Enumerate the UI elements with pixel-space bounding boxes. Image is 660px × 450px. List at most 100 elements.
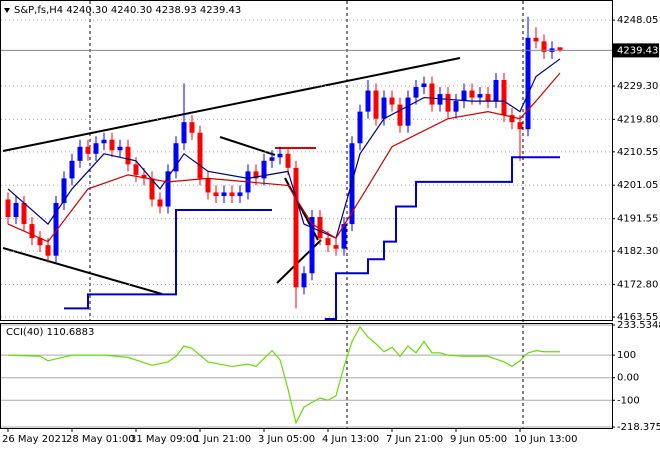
- cci-header: CCI(40) 110.6883: [6, 327, 94, 338]
- candle-body: [301, 273, 307, 288]
- chart-header: S&P,fs,H4 4240.30 4240.30 4238.93 4239.4…: [14, 5, 241, 16]
- candle-body: [485, 94, 491, 102]
- candle-body: [93, 143, 99, 154]
- candle-body: [69, 160, 75, 179]
- candle-body: [405, 97, 411, 126]
- candle-body: [53, 202, 59, 256]
- price-label: 4239.43: [617, 45, 658, 56]
- candle-body: [197, 132, 203, 179]
- y-tick-label: 4191.55: [617, 214, 658, 225]
- candle-body: [341, 224, 347, 249]
- cci-panel: [0, 323, 613, 429]
- x-tick-label: 7 Jun 21:00: [386, 434, 443, 445]
- candle-body: [469, 90, 475, 98]
- y-tick-label: 4172.80: [617, 280, 658, 291]
- candle-body: [77, 146, 83, 161]
- candle-body: [389, 97, 395, 105]
- indicator-line: [7, 325, 560, 425]
- y-tick-label: 0.00: [617, 373, 639, 384]
- y-tick-label: -100: [617, 395, 640, 406]
- trendline: [2, 57, 461, 152]
- candle-body: [533, 37, 539, 42]
- candle-body: [229, 192, 235, 196]
- candle-body: [277, 153, 283, 158]
- candle-body: [461, 90, 467, 102]
- candle-body: [173, 143, 179, 172]
- candle-body: [501, 80, 507, 116]
- candle-body: [5, 199, 11, 218]
- candle-body: [253, 171, 259, 179]
- candle-body: [357, 111, 363, 144]
- candle-body: [285, 153, 291, 168]
- x-tick-label: 31 May 09:00: [130, 434, 199, 445]
- candle-body: [421, 83, 427, 88]
- y-tick-label: 100: [617, 350, 636, 361]
- candle-body: [189, 122, 195, 133]
- x-tick-label: 4 Jun 13:00: [322, 434, 379, 445]
- y-tick-label: 233.5348: [617, 320, 660, 331]
- menu-arrow: [4, 8, 10, 13]
- candle-body: [37, 238, 43, 246]
- candle-body: [557, 47, 563, 51]
- candle-body: [165, 171, 171, 207]
- y-tick-label: 4182.30: [617, 246, 658, 257]
- candle-body: [101, 139, 107, 144]
- candle-body: [517, 122, 523, 130]
- candle-body: [13, 202, 19, 218]
- trendline: [2, 247, 163, 295]
- candle-body: [205, 178, 211, 193]
- y-tick-label: 4210.55: [617, 147, 658, 158]
- candle-body: [309, 217, 315, 274]
- candle-body: [141, 174, 147, 179]
- candle-body: [237, 192, 243, 196]
- candle-body: [325, 238, 331, 246]
- candle-body: [493, 80, 499, 102]
- candle-body: [85, 146, 91, 154]
- candle-body: [149, 178, 155, 200]
- y-tick-label: -218.3753: [617, 422, 660, 433]
- candle-body: [365, 90, 371, 112]
- candle-body: [109, 139, 115, 151]
- indicator-line: [64, 156, 560, 320]
- y-tick-label: 4163.55: [617, 312, 658, 323]
- candle-body: [541, 41, 547, 52]
- candle-body: [477, 94, 483, 98]
- y-tick-label: 4229.30: [617, 81, 658, 92]
- candle-body: [293, 167, 299, 288]
- candle-body: [269, 157, 275, 161]
- y-tick-label: 4201.05: [617, 180, 658, 191]
- candle-body: [45, 245, 51, 256]
- candle-body: [317, 217, 323, 239]
- candle-body: [21, 202, 27, 225]
- y-tick-label: 4248.05: [617, 15, 658, 26]
- candle-body: [213, 192, 219, 196]
- candle-body: [29, 224, 35, 239]
- candle-body: [413, 87, 419, 98]
- indicator-line: [7, 72, 561, 243]
- x-tick-label: 1 Jun 21:00: [194, 434, 251, 445]
- candle-body: [397, 104, 403, 126]
- candle-body: [125, 146, 131, 165]
- price-label-box: [612, 43, 659, 58]
- candle-body: [509, 115, 515, 123]
- candle-body: [181, 122, 187, 144]
- price-panel: [0, 0, 613, 321]
- x-tick-label: 10 Jun 13:00: [514, 434, 578, 445]
- candle-body: [261, 160, 267, 179]
- x-tick-label: 28 May 01:00: [66, 434, 135, 445]
- candle-body: [157, 199, 163, 207]
- candle-body: [133, 164, 139, 175]
- candle-body: [117, 146, 123, 151]
- candle-body: [333, 245, 339, 249]
- candle-body: [453, 101, 459, 112]
- y-tick-label: 4219.80: [617, 114, 658, 125]
- x-tick-label: 3 Jun 05:00: [258, 434, 315, 445]
- candle-body: [525, 37, 531, 130]
- x-tick-label: 26 May 2021: [2, 434, 67, 445]
- candle-body: [445, 94, 451, 112]
- candle-body: [221, 192, 227, 196]
- candle-body: [373, 90, 379, 119]
- candle-body: [381, 97, 387, 119]
